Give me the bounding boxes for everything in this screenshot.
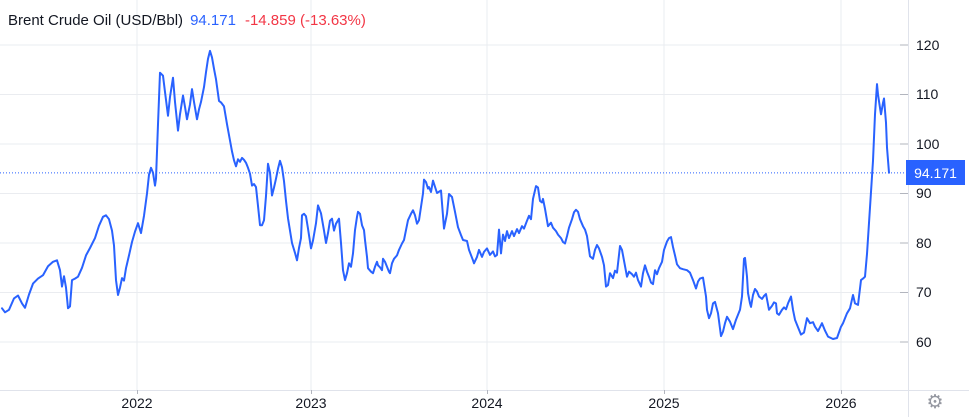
current-price-text: 94.171 <box>914 164 957 181</box>
gridlines <box>0 0 908 390</box>
price-line-series <box>1 49 890 340</box>
price-axis-label: 100 <box>916 135 940 152</box>
price-axis-label: 90 <box>916 185 932 201</box>
last-price-value: 94.171 <box>190 12 236 29</box>
price-change-value: -14.859 (-13.63%) <box>244 12 366 29</box>
time-axis-label: 2023 <box>295 395 327 411</box>
symbol-title: Brent Crude Oil (USD/Bbl) <box>8 12 184 29</box>
time-axis-label: 2022 <box>121 395 153 411</box>
time-axis-label: 2024 <box>471 395 503 411</box>
price-axis-label: 120 <box>916 36 940 53</box>
price-axis-label: 60 <box>916 333 932 350</box>
time-axis-label: 2025 <box>648 395 680 411</box>
price-axis-label: 110 <box>916 86 939 102</box>
settings-gear-icon[interactable]: ⚙ <box>926 391 944 413</box>
time-axis-label: 2026 <box>825 395 857 411</box>
price-axis-label: 70 <box>916 284 932 300</box>
chart-legend: Brent Crude Oil (USD/Bbl) 94.171 -14.859 (… <box>8 12 366 30</box>
price-axis-label: 80 <box>916 234 932 251</box>
current-price-label: 94.171 <box>906 160 965 186</box>
